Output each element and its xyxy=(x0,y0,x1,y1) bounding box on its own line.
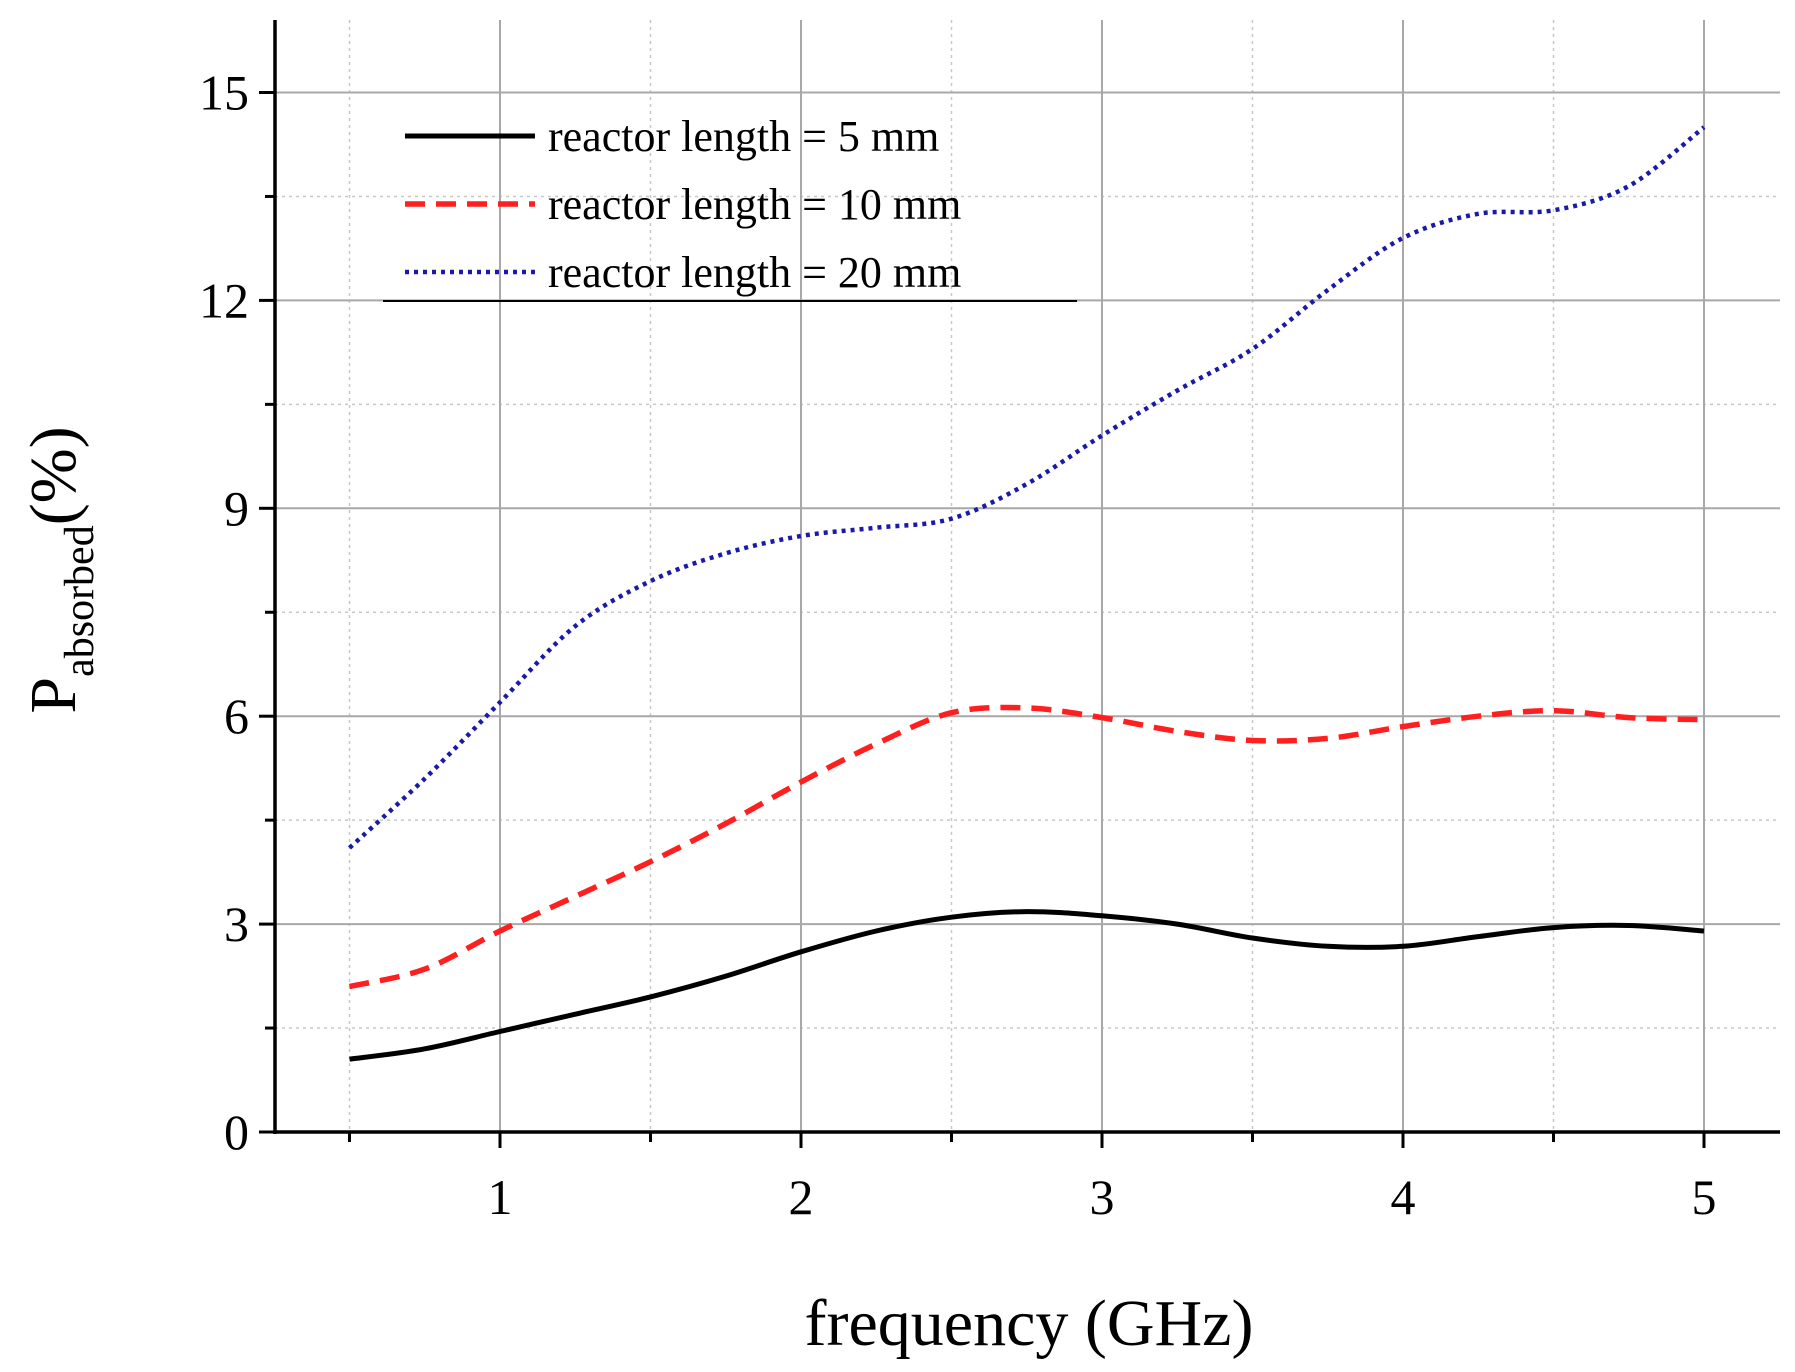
series-20mm-line xyxy=(347,125,1706,850)
axes xyxy=(273,20,1780,1134)
legend-label-series-10mm: reactor length = 10 mm xyxy=(548,180,961,229)
x-tick-label: 4 xyxy=(1391,1169,1416,1225)
y-tick-label: 12 xyxy=(199,272,249,328)
legend-label-series-20mm: reactor length = 20 mm xyxy=(548,248,961,297)
y-axis-title-main: P xyxy=(17,677,90,714)
x-tick-label: 5 xyxy=(1692,1169,1717,1225)
y-axis-title: Pabsorbed(%) xyxy=(17,426,103,713)
y-tick-label: 15 xyxy=(199,65,249,121)
ticks xyxy=(259,91,1706,1148)
y-tick-label: 9 xyxy=(224,480,249,536)
x-tick-label: 1 xyxy=(488,1169,513,1225)
series-5mm-line xyxy=(349,909,1705,1062)
grid xyxy=(275,20,1780,1132)
y-axis-title-subscript: absorbed xyxy=(57,525,103,677)
x-axis-title: frequency (GHz) xyxy=(805,1287,1254,1360)
x-tick-label: 3 xyxy=(1090,1169,1115,1225)
y-axis-title-suffix: (%) xyxy=(17,426,90,525)
y-tick-label: 3 xyxy=(224,896,249,952)
legend: reactor length = 5 mm reactor length = 10… xyxy=(383,112,1077,302)
legend-label-series-5mm: reactor length = 5 mm xyxy=(548,112,939,161)
y-tick-label: 0 xyxy=(224,1104,249,1160)
x-tick-label: 2 xyxy=(789,1169,814,1225)
series-10mm-line xyxy=(348,704,1705,990)
y-tick-label: 6 xyxy=(224,688,249,744)
series xyxy=(347,125,1706,1062)
